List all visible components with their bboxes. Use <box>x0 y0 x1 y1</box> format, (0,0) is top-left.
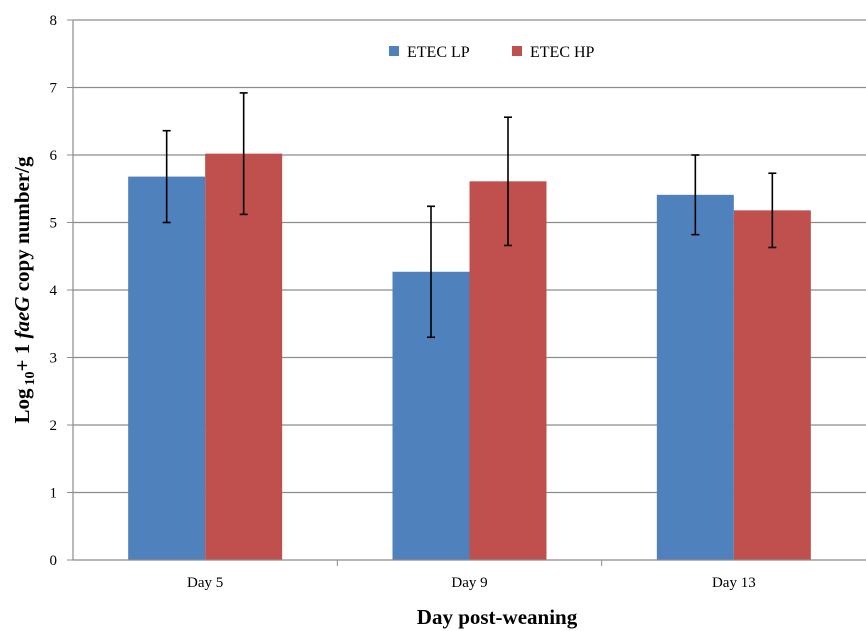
x-category-label-2: Day 13 <box>712 575 756 591</box>
y-title-subscript: 10 <box>23 371 38 385</box>
y-tick-label-2: 2 <box>50 418 58 434</box>
x-category-labels: Day 5 Day 9 Day 13 <box>187 575 756 591</box>
axes <box>72 20 866 566</box>
y-title-prefix: Log <box>10 388 34 424</box>
bar-0-2 <box>656 194 734 560</box>
bar-1-2 <box>733 210 811 560</box>
bars <box>128 153 811 560</box>
x-category-label-0: Day 5 <box>187 575 223 591</box>
y-tick-label-7: 7 <box>50 81 58 97</box>
y-tick-label-0: 0 <box>50 553 58 569</box>
y-title-plus: + 1 <box>10 339 34 372</box>
legend: ETEC LP ETEC HP <box>389 44 595 61</box>
y-tick-label-8: 8 <box>50 13 58 29</box>
legend-label-1: ETEC HP <box>530 44 595 61</box>
y-axis-title: Log 10+ 1 faeG copy number/g <box>10 156 38 423</box>
y-tick-label-1: 1 <box>50 486 58 502</box>
bar-0-0 <box>128 176 206 560</box>
y-title-gene: faeG <box>10 297 34 339</box>
x-category-label-1: Day 9 <box>451 575 487 591</box>
y-tick-label-5: 5 <box>50 216 58 232</box>
bar-1-0 <box>205 153 283 560</box>
legend-label-0: ETEC LP <box>407 44 470 61</box>
error-bars <box>162 92 777 339</box>
y-tick-labels: 0 1 2 3 4 5 6 7 8 <box>50 13 58 569</box>
x-axis-title: Day post-weaning <box>417 605 578 629</box>
y-tick-label-4: 4 <box>50 283 58 299</box>
legend-swatch-1 <box>512 46 522 56</box>
y-tick-label-6: 6 <box>50 148 58 164</box>
legend-swatch-0 <box>389 46 399 56</box>
y-title-suffix: copy number/g <box>10 156 34 297</box>
y-tick-label-3: 3 <box>50 351 58 367</box>
